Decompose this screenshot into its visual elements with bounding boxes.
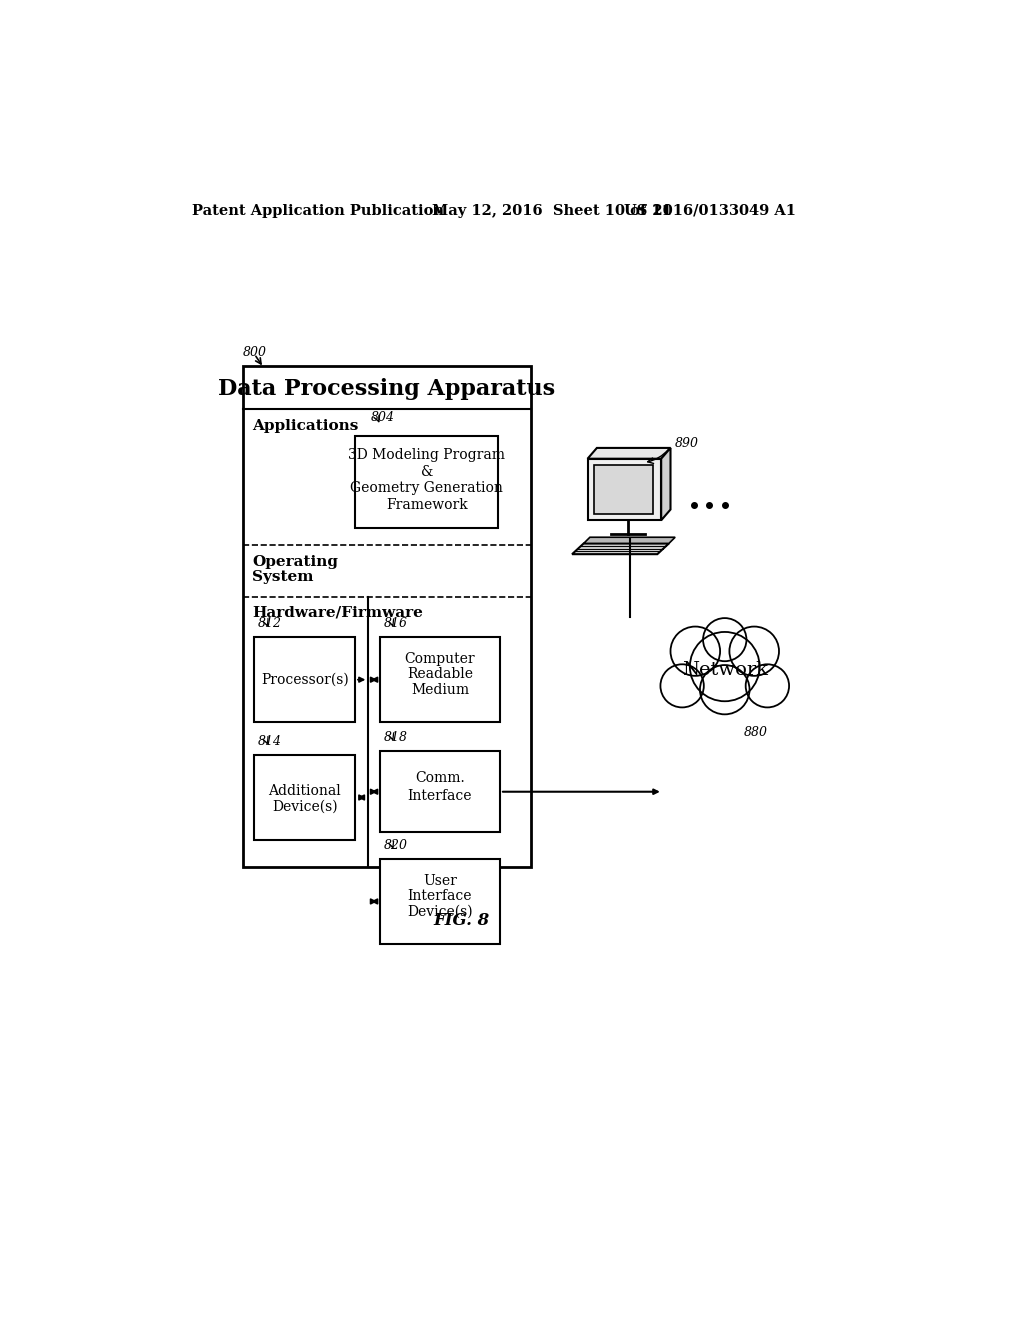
Text: Hardware/Firmware: Hardware/Firmware xyxy=(252,606,423,619)
Text: 812: 812 xyxy=(258,616,283,630)
Circle shape xyxy=(660,664,703,708)
Text: Patent Application Publication: Patent Application Publication xyxy=(191,203,443,218)
Text: US 2016/0133049 A1: US 2016/0133049 A1 xyxy=(624,203,796,218)
Bar xyxy=(243,367,531,867)
Text: Computer: Computer xyxy=(404,652,475,665)
Text: May 12, 2016  Sheet 10 of 11: May 12, 2016 Sheet 10 of 11 xyxy=(432,203,672,218)
Circle shape xyxy=(671,627,720,676)
Text: Processor(s): Processor(s) xyxy=(261,673,348,686)
Text: Readable: Readable xyxy=(407,668,473,681)
Circle shape xyxy=(703,618,746,661)
Text: 890: 890 xyxy=(675,437,698,450)
Circle shape xyxy=(729,627,779,676)
Text: Framework: Framework xyxy=(386,498,468,512)
Text: Device(s): Device(s) xyxy=(408,904,473,919)
Text: 816: 816 xyxy=(384,616,408,630)
Bar xyxy=(594,465,653,515)
Text: Device(s): Device(s) xyxy=(272,800,338,813)
Polygon shape xyxy=(572,544,669,554)
Text: Network: Network xyxy=(682,661,768,680)
Bar xyxy=(254,638,355,722)
Text: Comm.: Comm. xyxy=(415,771,465,785)
Text: &: & xyxy=(421,465,433,479)
Bar xyxy=(588,459,662,520)
Text: System: System xyxy=(252,570,313,585)
Text: Geometry Generation: Geometry Generation xyxy=(350,480,503,495)
Bar xyxy=(355,436,499,528)
Text: 814: 814 xyxy=(258,735,283,748)
Text: 804: 804 xyxy=(371,412,394,425)
Text: Additional: Additional xyxy=(268,784,341,799)
Polygon shape xyxy=(588,447,671,459)
Text: Medium: Medium xyxy=(411,682,469,697)
Text: 3D Modeling Program: 3D Modeling Program xyxy=(348,447,505,462)
Bar xyxy=(380,751,500,832)
Text: 818: 818 xyxy=(384,731,408,744)
Text: Applications: Applications xyxy=(252,418,358,433)
Text: 820: 820 xyxy=(384,838,408,851)
Circle shape xyxy=(745,664,790,708)
Polygon shape xyxy=(584,537,675,544)
Bar xyxy=(380,859,500,944)
Polygon shape xyxy=(662,447,671,520)
Text: Interface: Interface xyxy=(408,789,472,803)
Text: FIG. 8: FIG. 8 xyxy=(433,912,489,929)
Bar xyxy=(380,638,500,722)
Text: User: User xyxy=(423,874,457,887)
Text: 880: 880 xyxy=(744,726,768,739)
Text: Interface: Interface xyxy=(408,890,472,903)
Circle shape xyxy=(690,632,760,701)
Bar xyxy=(254,755,355,840)
Text: Operating: Operating xyxy=(252,554,338,569)
Circle shape xyxy=(700,665,750,714)
Text: Data Processing Apparatus: Data Processing Apparatus xyxy=(218,379,555,400)
Text: 800: 800 xyxy=(243,346,266,359)
